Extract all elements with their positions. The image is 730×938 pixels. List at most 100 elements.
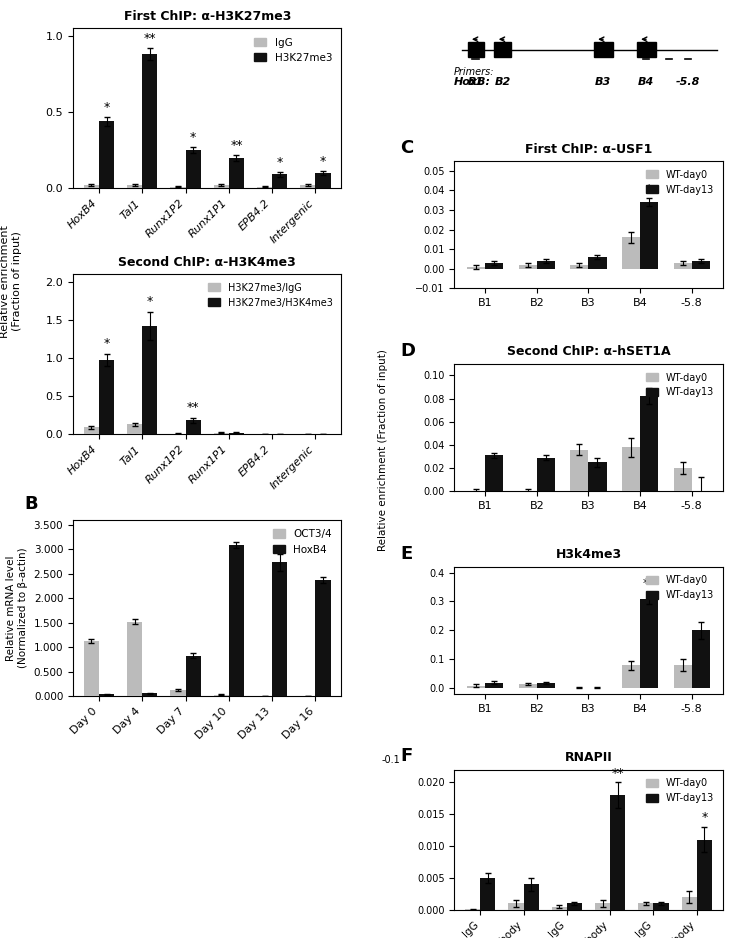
Bar [637,42,656,57]
Bar [570,265,588,269]
Text: *: * [646,372,652,386]
Bar [170,187,185,189]
Text: -5.8: -5.8 [675,78,700,87]
Bar [485,455,503,492]
Legend: OCT3/4, HoxB4: OCT3/4, HoxB4 [269,525,337,559]
Text: Relative enrichment
(Fraction of input): Relative enrichment (Fraction of input) [0,225,22,338]
Bar [214,432,229,434]
Text: Relative enrichment (Fraction of input): Relative enrichment (Fraction of input) [378,349,388,552]
Bar [84,185,99,189]
Bar [185,420,201,434]
Text: -0.1: -0.1 [382,755,401,765]
Text: *: * [104,338,110,350]
Bar [640,202,658,269]
Bar [272,174,288,189]
Text: D: D [401,342,415,360]
Title: RNAPII: RNAPII [564,751,612,764]
Legend: IgG, H3K27me3: IgG, H3K27me3 [250,34,337,67]
Text: B3: B3 [595,78,611,87]
Bar [537,458,555,492]
Bar [127,622,142,696]
Bar [692,630,710,688]
Text: C: C [401,139,414,158]
Title: Second ChIP: α-hSET1A: Second ChIP: α-hSET1A [507,345,670,358]
Bar [570,449,588,492]
Text: Primers:: Primers: [454,67,495,77]
Bar [214,185,229,189]
Text: HoxB:: HoxB: [454,78,491,87]
Bar [622,447,640,492]
Text: E: E [401,545,412,563]
Title: H3k4me3: H3k4me3 [556,549,621,561]
Bar [593,42,612,57]
Bar [99,121,114,189]
Bar [692,261,710,269]
Text: *: * [147,295,153,309]
Bar [467,686,485,688]
Bar [315,580,331,696]
Text: *: * [277,157,283,170]
Text: **: ** [230,139,242,152]
Bar [142,54,158,189]
Bar [272,563,288,696]
Text: *: * [320,155,326,168]
Bar [300,185,315,189]
Text: **: ** [643,578,656,591]
Bar [467,266,485,269]
Title: First ChIP: α-H3K27me3: First ChIP: α-H3K27me3 [123,9,291,23]
Bar [595,903,610,910]
Bar [674,263,692,269]
Text: **: ** [612,767,624,779]
Bar [84,642,99,696]
Bar [566,903,582,910]
Bar [99,694,114,696]
Bar [640,396,658,492]
Bar [485,683,503,688]
Bar [588,462,607,492]
Bar [84,427,99,434]
Bar [480,878,496,910]
Bar [142,325,158,434]
Text: B2: B2 [494,78,511,87]
Bar [257,187,272,189]
Bar [185,656,201,696]
Bar [127,185,142,189]
Legend: WT-day0, WT-day13: WT-day0, WT-day13 [642,369,718,401]
Bar [214,694,229,696]
Bar [185,150,201,189]
Legend: WT-day0, WT-day13: WT-day0, WT-day13 [642,775,718,807]
Bar [485,263,503,269]
Text: B1: B1 [468,78,484,87]
Text: *: * [104,100,110,113]
Bar [588,257,607,269]
Text: *: * [702,811,707,825]
Bar [674,665,692,688]
Bar [622,237,640,269]
Bar [552,907,566,910]
Bar [638,903,653,910]
Bar [508,903,523,910]
Bar [653,903,669,910]
Bar [315,173,331,189]
Bar [229,432,244,434]
Bar [127,424,142,434]
Bar [142,693,158,696]
Bar [229,158,244,189]
Bar [170,690,185,696]
Bar [468,42,484,57]
Bar [674,468,692,492]
Bar [537,683,555,688]
Text: B4: B4 [638,78,654,87]
Text: F: F [401,748,412,765]
Text: **: ** [187,401,199,415]
Legend: WT-day0, WT-day13: WT-day0, WT-day13 [642,166,718,199]
Y-axis label: Relative mRNA level
(Normalized to β-actin): Relative mRNA level (Normalized to β-act… [7,548,28,668]
Bar [622,665,640,688]
Legend: H3K27me3/IgG, H3K27me3/H3K4me3: H3K27me3/IgG, H3K27me3/H3K4me3 [204,279,337,311]
Bar [229,545,244,696]
Bar [696,840,712,910]
Bar [99,360,114,434]
Bar [494,42,510,57]
Title: First ChIP: α-USF1: First ChIP: α-USF1 [525,143,652,156]
Bar [640,598,658,688]
